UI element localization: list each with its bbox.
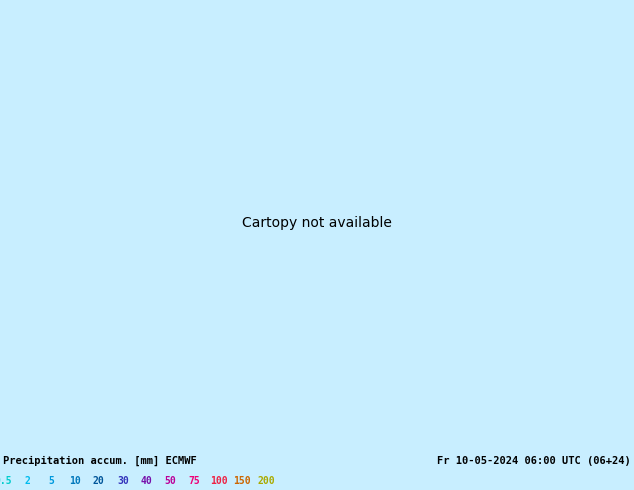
- Text: Precipitation accum. [mm] ECMWF: Precipitation accum. [mm] ECMWF: [3, 456, 197, 466]
- Text: Cartopy not available: Cartopy not available: [242, 217, 392, 230]
- Text: 40: 40: [141, 476, 153, 486]
- Text: 10: 10: [69, 476, 81, 486]
- Text: Fr 10-05-2024 06:00 UTC (06+24): Fr 10-05-2024 06:00 UTC (06+24): [437, 456, 631, 466]
- Text: 100: 100: [210, 476, 227, 486]
- Text: 2: 2: [24, 476, 30, 486]
- Text: 50: 50: [165, 476, 176, 486]
- Text: 30: 30: [117, 476, 129, 486]
- Text: 20: 20: [93, 476, 105, 486]
- Text: 5: 5: [48, 476, 54, 486]
- Text: 150: 150: [233, 476, 251, 486]
- Text: 200: 200: [257, 476, 275, 486]
- Text: 0.5: 0.5: [0, 476, 12, 486]
- Text: 75: 75: [189, 476, 200, 486]
